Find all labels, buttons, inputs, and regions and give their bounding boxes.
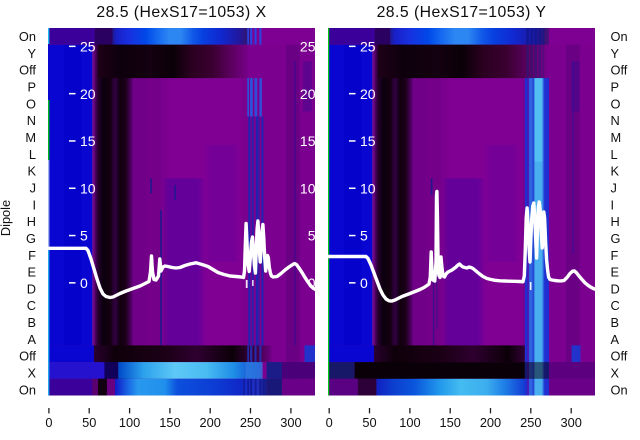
svg-text:K: K [611,164,620,179]
svg-text:G: G [26,231,36,246]
svg-text:G: G [611,231,621,246]
svg-text:250: 250 [520,415,541,430]
svg-text:0: 0 [308,275,316,291]
svg-text:200: 200 [200,415,221,430]
svg-text:0: 0 [80,275,88,291]
svg-text:A: A [27,332,36,347]
svg-text:100: 100 [119,415,140,430]
svg-text:B: B [27,315,36,330]
svg-text:300: 300 [561,415,582,430]
svg-text:Off: Off [611,63,628,78]
svg-text:Off: Off [19,63,36,78]
svg-text:200: 200 [480,415,501,430]
svg-text:15: 15 [80,133,96,149]
svg-text:P: P [611,80,620,95]
svg-text:H: H [611,214,620,229]
svg-text:O: O [611,96,621,111]
svg-text:20: 20 [80,86,96,102]
svg-text:20: 20 [300,86,316,102]
svg-text:E: E [611,265,620,280]
svg-text:25: 25 [80,39,96,55]
svg-text:M: M [611,130,622,145]
svg-text:I: I [32,197,36,212]
svg-text:J: J [30,181,36,196]
svg-text:P: P [27,80,36,95]
svg-text:C: C [611,298,620,313]
svg-text:K: K [27,164,36,179]
svg-text:O: O [26,96,36,111]
svg-text:15: 15 [300,133,316,149]
svg-text:250: 250 [240,415,261,430]
svg-text:15: 15 [360,133,376,149]
svg-text:28.5 (HexS17=1053) X: 28.5 (HexS17=1053) X [96,4,266,21]
svg-text:On: On [19,382,36,397]
svg-text:50: 50 [362,415,376,430]
svg-text:Dipole: Dipole [0,200,13,236]
svg-text:300: 300 [280,415,301,430]
svg-text:10: 10 [300,180,316,196]
svg-text:On: On [611,29,628,44]
svg-text:M: M [25,130,36,145]
svg-text:E: E [27,265,36,280]
svg-text:150: 150 [440,415,461,430]
svg-text:0: 0 [326,415,333,430]
svg-text:B: B [611,315,620,330]
svg-text:25: 25 [300,39,316,55]
svg-text:D: D [27,281,36,296]
svg-text:C: C [27,298,36,313]
svg-text:150: 150 [159,415,180,430]
svg-text:28.5 (HexS17=1053) Y: 28.5 (HexS17=1053) Y [377,4,547,21]
svg-text:0: 0 [45,415,52,430]
svg-text:N: N [27,113,36,128]
svg-text:F: F [611,248,619,263]
svg-text:10: 10 [360,180,376,196]
svg-text:10: 10 [80,180,96,196]
svg-text:N: N [611,113,620,128]
svg-text:5: 5 [308,228,316,244]
svg-text:5: 5 [360,228,368,244]
svg-text:50: 50 [82,415,96,430]
svg-text:L: L [611,147,618,162]
svg-text:5: 5 [80,228,88,244]
svg-text:0: 0 [360,275,368,291]
svg-text:F: F [28,248,36,263]
svg-text:H: H [27,214,36,229]
svg-text:Y: Y [611,46,620,61]
svg-text:L: L [29,147,36,162]
svg-text:X: X [27,366,36,381]
svg-text:100: 100 [399,415,420,430]
svg-text:D: D [611,281,620,296]
svg-text:20: 20 [360,86,376,102]
svg-text:J: J [611,181,617,196]
svg-text:Y: Y [27,46,36,61]
svg-text:Off: Off [19,349,36,364]
svg-text:I: I [611,197,615,212]
svg-text:On: On [19,29,36,44]
svg-text:A: A [611,332,620,347]
svg-text:Off: Off [611,349,628,364]
svg-text:X: X [611,366,620,381]
svg-text:On: On [611,382,628,397]
svg-text:25: 25 [360,39,376,55]
